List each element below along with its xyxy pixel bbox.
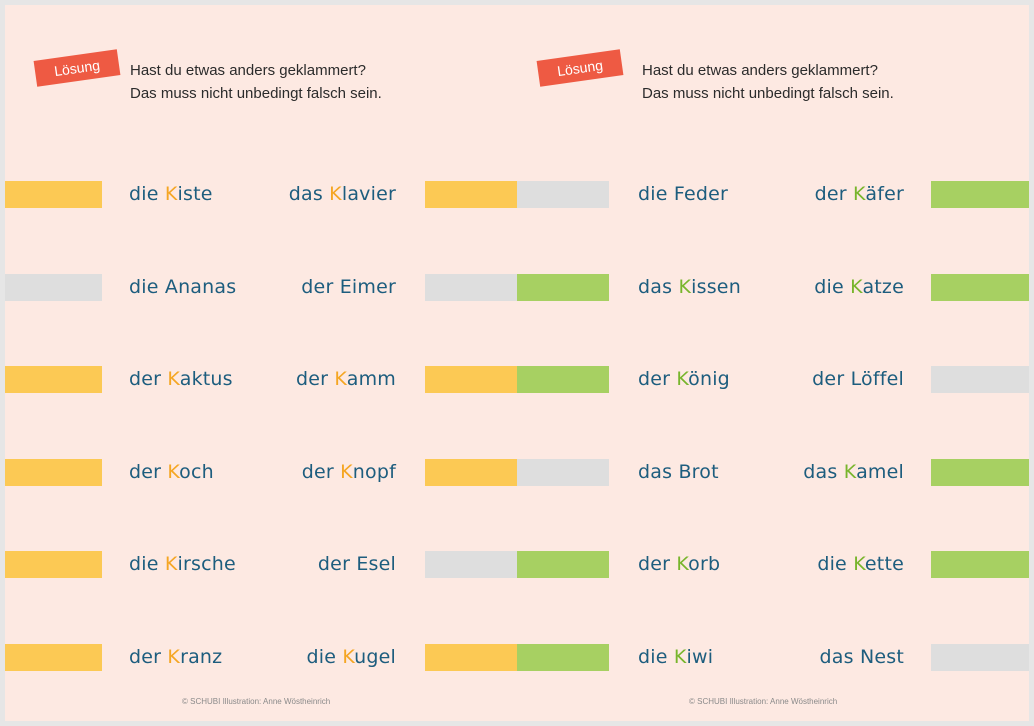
intro-line-2: Das muss nicht unbedingt falsch sein. [130, 85, 382, 102]
word-left-4: das Brot [638, 461, 719, 483]
word-left-4: der Koch [129, 461, 214, 483]
answer-bar-grey [931, 644, 1029, 671]
answer-bar-green [517, 274, 609, 301]
answer-bar-yellow [425, 181, 517, 208]
word-right-3: der Kamm [296, 368, 396, 390]
word-right-6: das Nest [819, 646, 904, 668]
answer-bar-grey [5, 274, 102, 301]
credit-left: © SCHUBI Illustration: Anne Wöstheinrich [182, 697, 331, 706]
word-left-2: das Kissen [638, 276, 741, 298]
word-right-2: der Eimer [301, 276, 396, 298]
answer-bar-yellow [5, 644, 102, 671]
solution-badge-left: Lösung [33, 49, 121, 87]
word-right-4: das Kamel [803, 461, 904, 483]
intro-line-1: Hast du etwas anders geklammert? [130, 62, 366, 79]
word-right-5: der Esel [317, 553, 396, 575]
answer-bar-green [517, 644, 609, 671]
answer-bar-green [517, 551, 609, 578]
intro-line-2: Das muss nicht unbedingt falsch sein. [642, 85, 894, 102]
word-right-5: die Kette [817, 553, 904, 575]
answer-bar-yellow [425, 644, 517, 671]
intro-text-left: Hast du etwas anders geklammert? Das mus… [130, 59, 382, 105]
word-left-1: die Feder [638, 183, 729, 205]
answer-bar-green [517, 366, 609, 393]
word-right-3: der Löffel [812, 368, 904, 390]
answer-bar-green [931, 551, 1029, 578]
word-left-6: die Kiwi [638, 646, 714, 668]
answer-bar-yellow [5, 459, 102, 486]
word-left-5: der Korb [638, 553, 721, 575]
word-left-2: die Ananas [129, 276, 237, 298]
answer-bar-grey [425, 274, 517, 301]
intro-line-1: Hast du etwas anders geklammert? [642, 62, 878, 79]
intro-text-right: Hast du etwas anders geklammert? Das mus… [642, 59, 894, 105]
word-right-6: die Kugel [306, 646, 396, 668]
answer-bar-grey [931, 366, 1029, 393]
answer-bar-green [931, 274, 1029, 301]
word-left-5: die Kirsche [129, 553, 236, 575]
solution-badge-right: Lösung [536, 49, 624, 87]
word-right-4: der Knopf [301, 461, 396, 483]
answer-bar-yellow [5, 181, 102, 208]
answer-bar-yellow [425, 459, 517, 486]
word-right-1: das Klavier [288, 183, 396, 205]
answer-bar-green [931, 459, 1029, 486]
answer-bar-yellow [5, 366, 102, 393]
answer-bar-grey [517, 181, 609, 208]
word-left-3: der König [638, 368, 730, 390]
answer-bar-grey [517, 459, 609, 486]
word-left-6: der Kranz [129, 646, 223, 668]
word-right-2: die Katze [814, 276, 904, 298]
answer-bar-yellow [5, 551, 102, 578]
credit-right: © SCHUBI Illustration: Anne Wöstheinrich [689, 697, 838, 706]
word-left-3: der Kaktus [129, 368, 233, 390]
answer-bar-green [931, 181, 1029, 208]
word-right-1: der Käfer [814, 183, 904, 205]
answer-bar-grey [425, 551, 517, 578]
worksheet: Lösung Hast du etwas anders geklammert? … [5, 5, 1029, 721]
word-left-1: die Kiste [129, 183, 213, 205]
answer-bar-yellow [425, 366, 517, 393]
